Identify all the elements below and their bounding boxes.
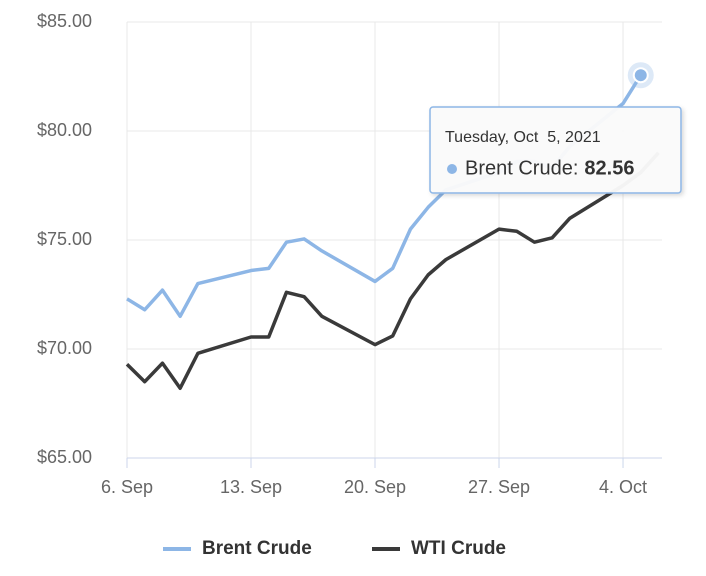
- x-tick-label: 27. Sep: [468, 477, 530, 497]
- legend-label[interactable]: Brent Crude: [202, 538, 312, 559]
- x-tick-label: 4. Oct: [599, 477, 647, 497]
- y-tick-label: $65.00: [37, 447, 92, 467]
- hover-marker: [632, 67, 649, 84]
- tooltip-value: 82.56: [584, 157, 634, 179]
- y-tick-label: $85.00: [37, 11, 92, 31]
- grid: $65.00 $70.00 $75.00 $80.00 $85.00 6. Sep 13. …: [37, 11, 662, 497]
- x-tick-label: 13. Sep: [220, 477, 282, 497]
- tooltip-box: [429, 106, 682, 194]
- legend[interactable]: Brent Crude WTI Crude: [163, 538, 506, 559]
- y-tick-label: $70.00: [37, 338, 92, 358]
- tooltip-label: Brent Crude:: [465, 157, 578, 179]
- tooltip-title: Tuesday, Oct 5, 2021: [445, 129, 601, 146]
- tooltip-dot: [447, 164, 457, 174]
- x-tick-label: 20. Sep: [344, 477, 406, 497]
- tooltip: Tuesday, Oct 5, 2021 Brent Crude: 82.56: [429, 62, 682, 194]
- y-tick-label: $75.00: [37, 229, 92, 249]
- legend-label[interactable]: WTI Crude: [411, 538, 506, 559]
- y-tick-label: $80.00: [37, 120, 92, 140]
- x-tick-label: 6. Sep: [101, 477, 153, 497]
- series-line: [125, 151, 660, 390]
